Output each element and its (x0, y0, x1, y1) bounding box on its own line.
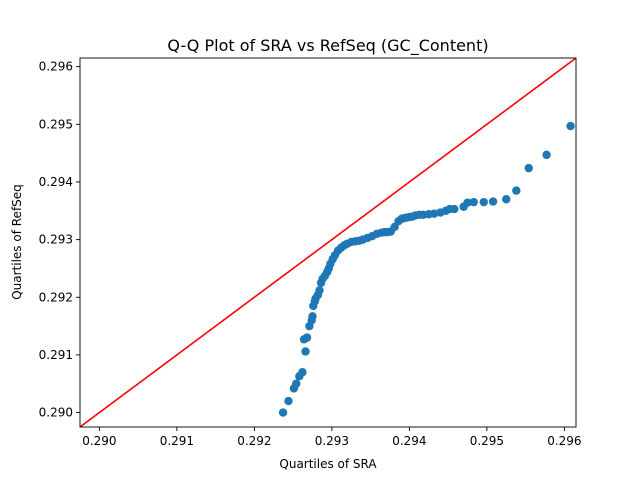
x-tick-label: 0.295 (470, 434, 504, 448)
data-point (315, 286, 324, 295)
data-point (512, 186, 521, 195)
data-point (463, 198, 472, 207)
data-point (298, 368, 307, 377)
data-point (479, 197, 488, 207)
data-point (278, 408, 288, 417)
x-tick-label: 0.290 (82, 434, 116, 448)
chart-title: Q-Q Plot of SRA vs RefSeq (GC_Content) (167, 36, 488, 56)
y-axis-label: Quartiles of RefSeq (10, 184, 24, 300)
y-tick-label: 0.291 (39, 348, 73, 362)
data-point (302, 333, 312, 342)
data-points (278, 121, 575, 417)
data-point (284, 396, 293, 406)
y-tick-label: 0.293 (39, 233, 73, 247)
x-tick-label: 0.296 (547, 434, 581, 448)
data-point (488, 197, 498, 206)
y-axis-ticks: 0.290 0.291 0.292 0.293 0.294 0.295 0.296 (39, 60, 80, 420)
y-tick-label: 0.296 (39, 60, 73, 74)
data-point (308, 312, 317, 321)
x-tick-label: 0.293 (315, 434, 349, 448)
data-point (566, 121, 575, 131)
data-point (542, 150, 551, 160)
y-tick-label: 0.295 (39, 117, 73, 131)
data-point (301, 347, 310, 356)
reference-line (80, 58, 576, 427)
data-point (502, 195, 511, 204)
data-point (292, 379, 301, 388)
y-tick-label: 0.290 (39, 406, 73, 420)
data-point (429, 209, 439, 218)
plot-frame (79, 57, 577, 428)
x-tick-label: 0.291 (160, 434, 194, 448)
x-tick-label: 0.294 (392, 434, 426, 448)
x-axis-label: Quartiles of SRA (279, 457, 377, 471)
x-axis-ticks: 0.290 0.291 0.292 0.293 0.294 0.295 0.296 (82, 427, 582, 448)
y-tick-label: 0.294 (39, 175, 73, 189)
y-tick-label: 0.292 (39, 290, 73, 304)
data-point (450, 204, 459, 214)
data-point (469, 197, 478, 207)
x-tick-label: 0.292 (237, 434, 271, 448)
data-point (524, 163, 533, 173)
